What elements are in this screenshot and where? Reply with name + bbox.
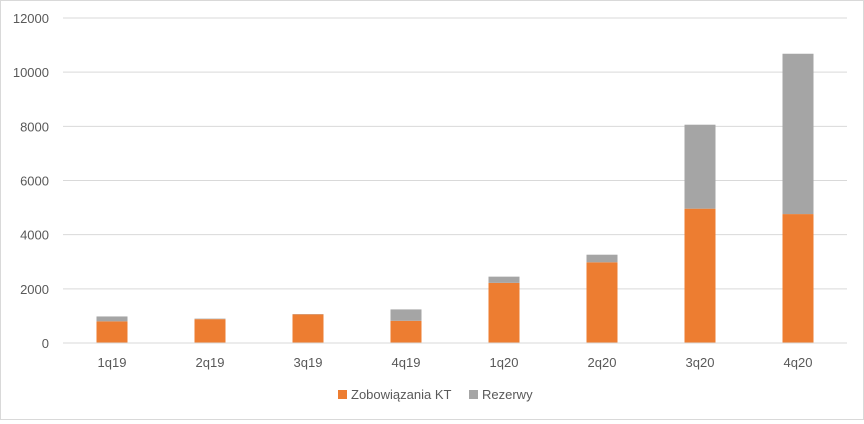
bar-zobowiazania-4q19 bbox=[391, 321, 422, 343]
bar-rezerwy-4q20 bbox=[783, 54, 814, 214]
bar-rezerwy-4q19 bbox=[391, 309, 422, 320]
legend: Zobowiązania KT Rezerwy bbox=[338, 387, 533, 402]
x-tick-label: 4q19 bbox=[392, 355, 421, 370]
legend-swatch-zobowiazania bbox=[338, 390, 347, 399]
bar-zobowiazania-2q19 bbox=[195, 319, 226, 343]
bar-rezerwy-1q20 bbox=[489, 277, 520, 283]
bar-zobowiazania-3q19 bbox=[293, 314, 324, 343]
bar-zobowiazania-4q20 bbox=[783, 214, 814, 343]
bar-zobowiazania-1q19 bbox=[97, 321, 128, 343]
bar-rezerwy-2q20 bbox=[587, 255, 618, 263]
legend-label-zobowiazania: Zobowiązania KT bbox=[351, 387, 451, 402]
bar-zobowiazania-1q20 bbox=[489, 283, 520, 343]
bar-zobowiazania-2q20 bbox=[587, 262, 618, 343]
y-tick-label: 2000 bbox=[20, 282, 49, 297]
bar-zobowiazania-3q20 bbox=[685, 209, 716, 343]
x-tick-label: 2q20 bbox=[588, 355, 617, 370]
x-axis-ticks: 1q19 2q19 3q19 4q19 1q20 2q20 3q20 4q20 bbox=[98, 355, 813, 370]
bar-rezerwy-1q19 bbox=[97, 316, 128, 321]
gridlines bbox=[63, 18, 847, 289]
x-tick-label: 4q20 bbox=[784, 355, 813, 370]
x-tick-label: 1q20 bbox=[490, 355, 519, 370]
y-tick-label: 12000 bbox=[13, 11, 49, 26]
legend-swatch-rezerwy bbox=[469, 390, 478, 399]
bar-rezerwy-3q20 bbox=[685, 125, 716, 209]
legend-label-rezerwy: Rezerwy bbox=[482, 387, 533, 402]
x-tick-label: 1q19 bbox=[98, 355, 127, 370]
y-tick-label: 0 bbox=[42, 336, 49, 351]
y-tick-label: 10000 bbox=[13, 65, 49, 80]
y-tick-label: 6000 bbox=[20, 174, 49, 189]
x-tick-label: 2q19 bbox=[196, 355, 225, 370]
bar-rezerwy-2q19 bbox=[195, 319, 226, 320]
x-tick-label: 3q20 bbox=[686, 355, 715, 370]
y-axis-ticks: 0 2000 4000 6000 8000 10000 12000 bbox=[13, 11, 49, 351]
x-tick-label: 3q19 bbox=[294, 355, 323, 370]
bars bbox=[97, 54, 814, 343]
y-tick-label: 4000 bbox=[20, 228, 49, 243]
y-tick-label: 8000 bbox=[20, 119, 49, 134]
